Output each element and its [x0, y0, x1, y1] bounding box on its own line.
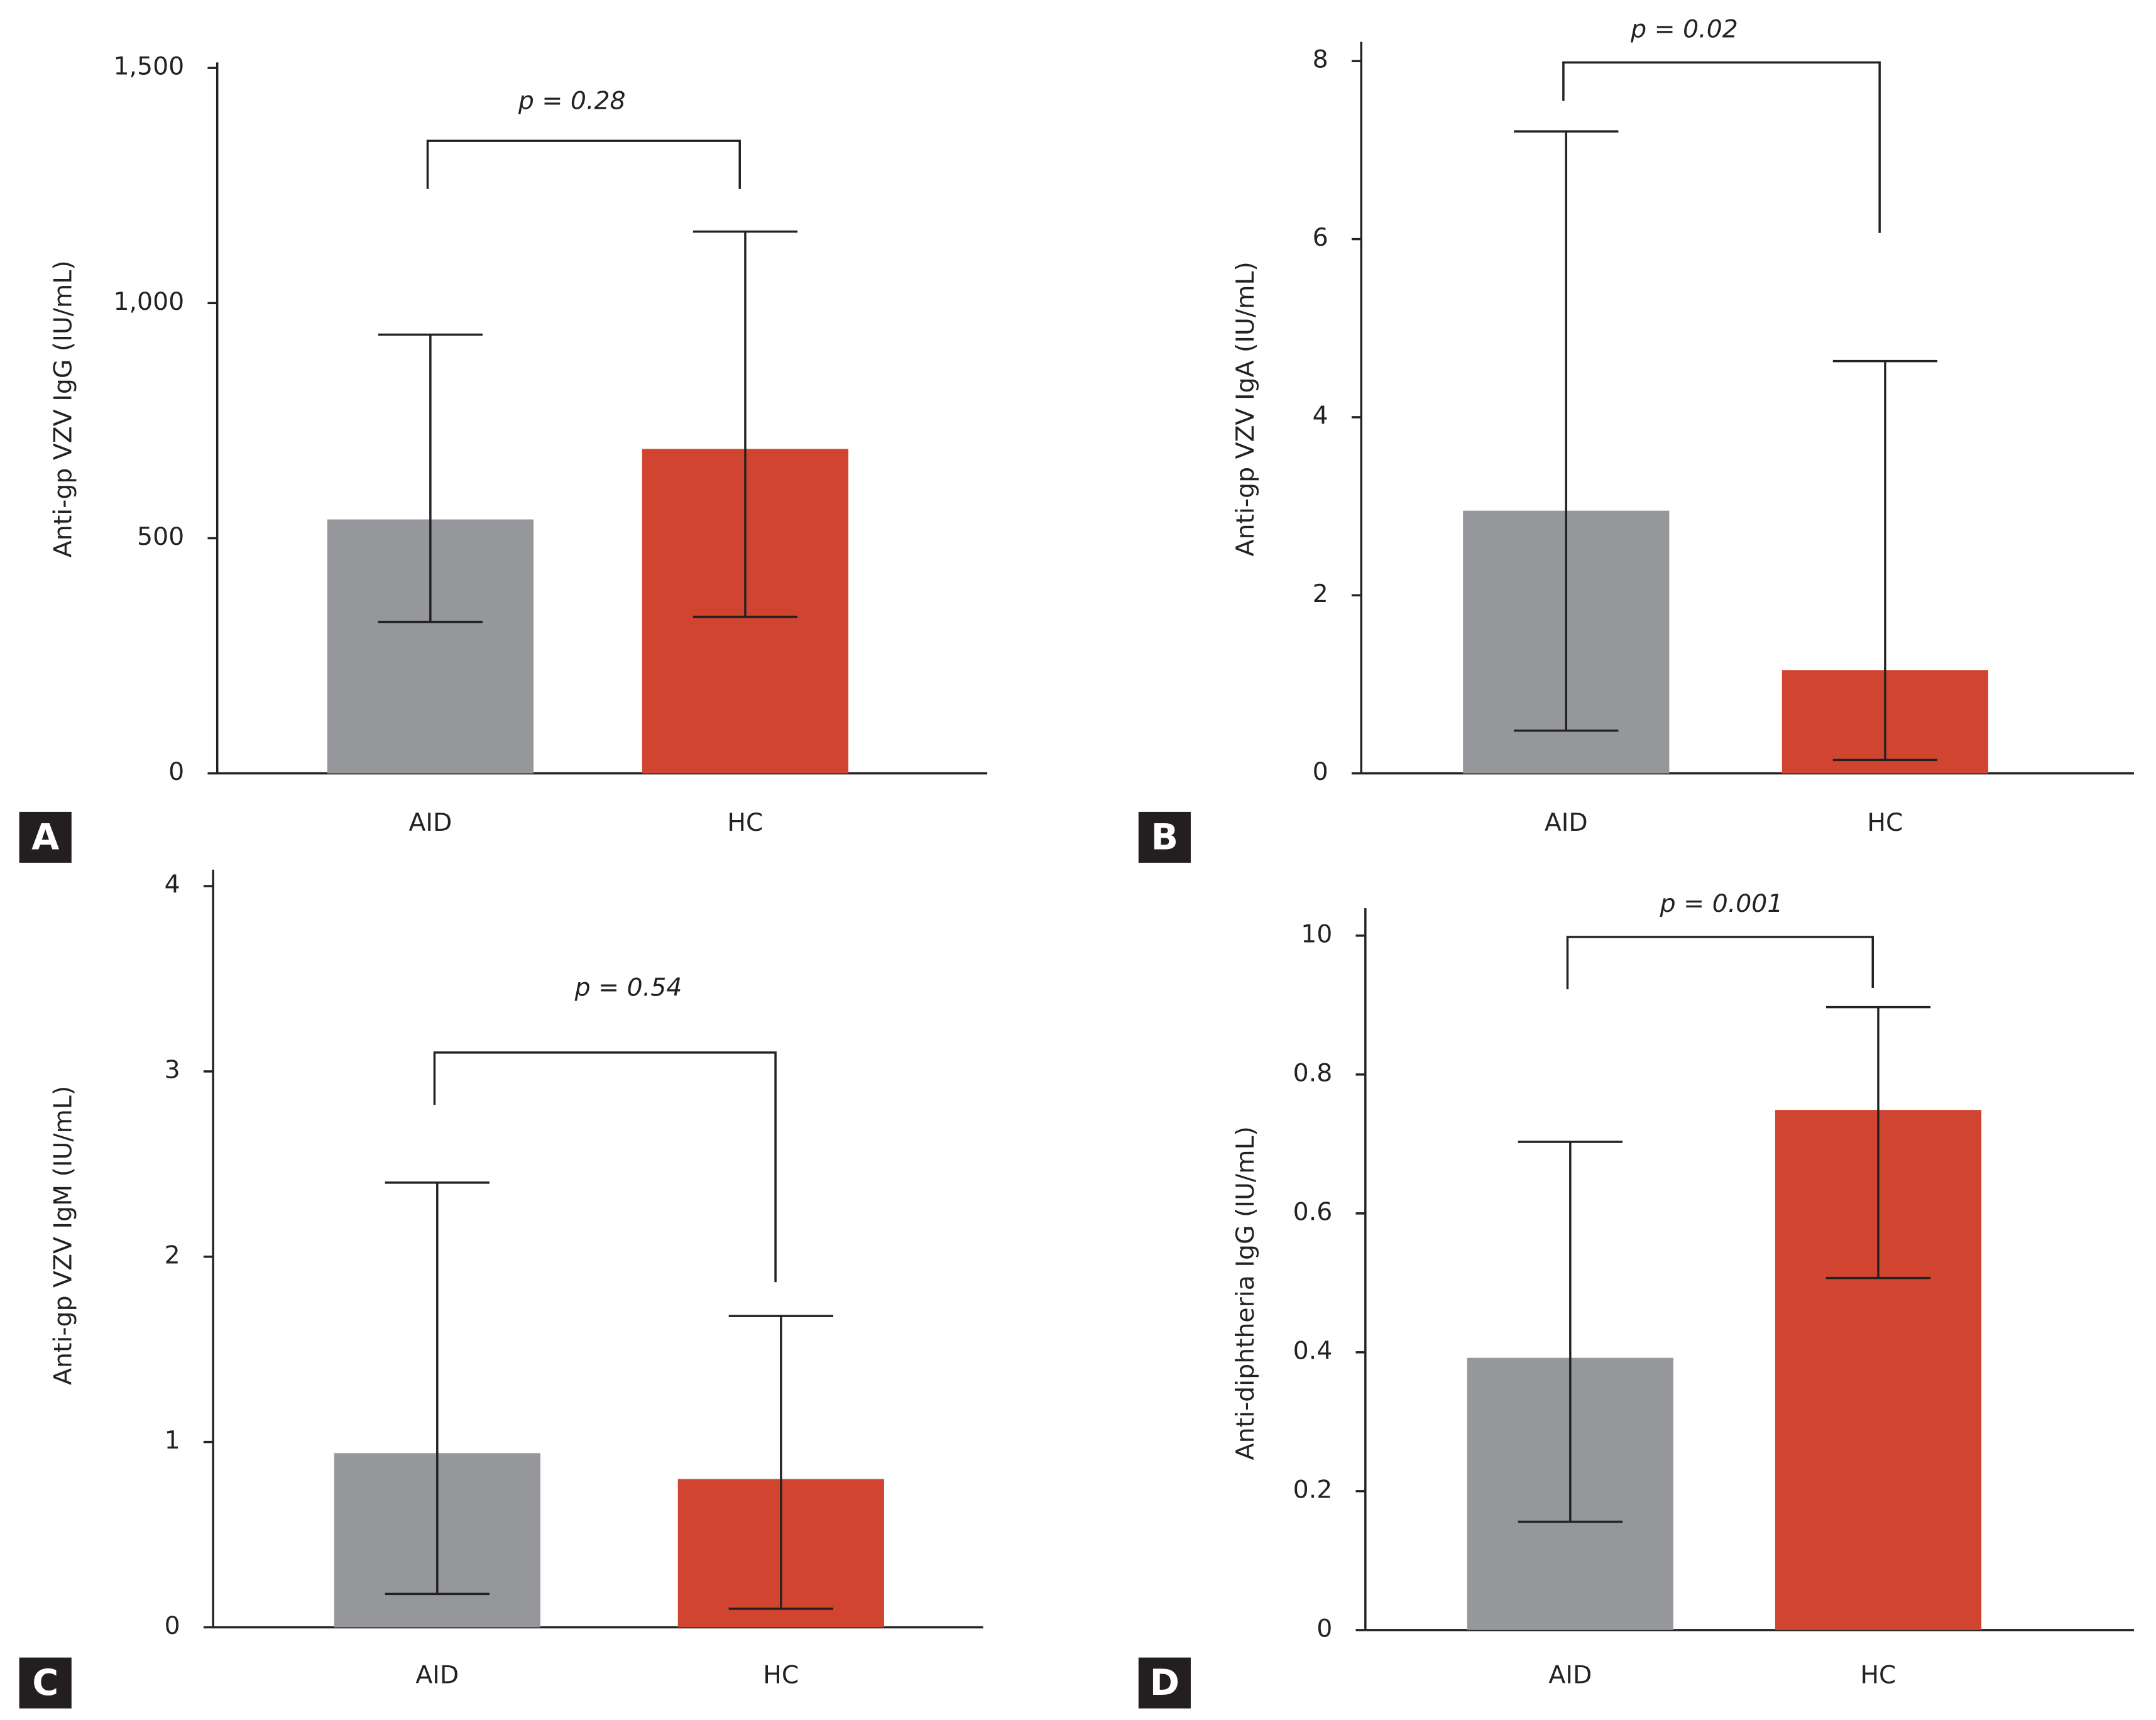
y-tick-label: 2: [165, 1241, 180, 1269]
x-tick-label: HC: [727, 808, 763, 837]
y-axis-label: Anti-gp VZV IgM (IU/mL): [48, 1086, 77, 1385]
significance-bracket: [433, 1051, 777, 1283]
p-value: p = 0.54: [574, 973, 682, 1002]
y-tick-label: 6: [1313, 223, 1328, 252]
significance-bracket: [1562, 61, 1881, 233]
y-tick-label: 10: [1301, 919, 1332, 948]
y-tick-label: 500: [137, 522, 184, 551]
y-tick-label: 0: [168, 757, 184, 786]
y-tick-label: 0.2: [1293, 1475, 1333, 1504]
x-tick-label: AID: [1545, 808, 1588, 837]
y-tick-label: 1,500: [113, 52, 184, 81]
y-tick-label: 0: [1313, 757, 1328, 786]
panel-label: B: [1151, 816, 1178, 858]
y-tick-label: 2: [1313, 579, 1328, 608]
x-tick-label: HC: [763, 1661, 799, 1690]
y-tick-label: 3: [165, 1055, 180, 1084]
p-value: p = 0.001: [1660, 889, 1783, 918]
y-axis-label: Anti-gp VZV IgA (IU/mL): [1231, 261, 1260, 556]
x-tick-label: AID: [1548, 1661, 1592, 1690]
p-value: p = 0.02: [1630, 15, 1738, 44]
panel-box: [19, 1657, 72, 1709]
panel-label: C: [32, 1662, 58, 1704]
y-tick-label: 4: [165, 870, 180, 899]
y-tick-label: 0.4: [1293, 1336, 1333, 1365]
panel-label: D: [1150, 1662, 1179, 1704]
x-tick-label: AID: [415, 1661, 459, 1690]
y-tick-label: 4: [1313, 401, 1328, 430]
panel-box: [19, 811, 72, 863]
y-axis-label: Anti-diphtheria IgG (IU/mL): [1231, 1126, 1260, 1460]
x-tick-label: AID: [408, 808, 452, 837]
y-tick-label: 1: [165, 1426, 180, 1455]
y-tick-label: 0: [1316, 1614, 1332, 1643]
y-tick-label: 0.6: [1293, 1197, 1333, 1226]
y-tick-label: 0.8: [1293, 1058, 1333, 1087]
x-tick-label: HC: [1860, 1661, 1896, 1690]
panel-box: [1138, 1657, 1191, 1709]
significance-bracket: [1566, 936, 1874, 990]
y-tick-label: 8: [1313, 45, 1328, 74]
y-tick-label: 0: [165, 1611, 180, 1640]
significance-bracket: [426, 140, 741, 189]
p-value: p = 0.28: [518, 86, 626, 115]
panel-box: [1138, 811, 1191, 863]
y-axis-label: Anti-gp VZV IgG (IU/mL): [48, 260, 77, 557]
y-tick-label: 1,000: [113, 287, 184, 316]
panel-label: A: [31, 816, 59, 858]
x-tick-label: HC: [1867, 808, 1903, 837]
